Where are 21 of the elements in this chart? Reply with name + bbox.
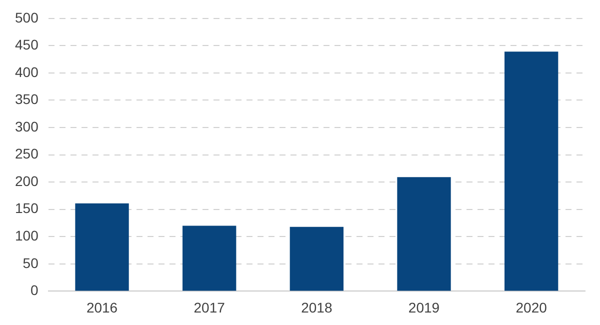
y-tick-label: 50 xyxy=(22,254,39,271)
x-tick-label: 2019 xyxy=(408,299,440,316)
y-tick-label: 250 xyxy=(15,146,39,162)
y-tick-label: 400 xyxy=(15,64,39,80)
bar xyxy=(182,226,236,291)
bar xyxy=(504,52,558,291)
bar xyxy=(75,203,129,291)
bar xyxy=(290,226,344,291)
y-tick-label: 150 xyxy=(15,200,39,216)
y-tick-label: 200 xyxy=(15,172,39,189)
x-tick-label: 2017 xyxy=(194,299,226,316)
x-tick-label: 2018 xyxy=(301,299,332,316)
y-tick-label: 100 xyxy=(15,228,39,244)
bar xyxy=(397,177,451,291)
y-tick-label: 350 xyxy=(15,91,39,108)
x-tick-label: 2020 xyxy=(516,299,548,316)
y-tick-label: 500 xyxy=(15,9,39,26)
y-tick-label: 0 xyxy=(30,282,39,298)
x-tick-label: 2016 xyxy=(86,299,118,316)
y-tick-label: 300 xyxy=(15,118,39,134)
y-tick-label: 450 xyxy=(15,36,39,53)
